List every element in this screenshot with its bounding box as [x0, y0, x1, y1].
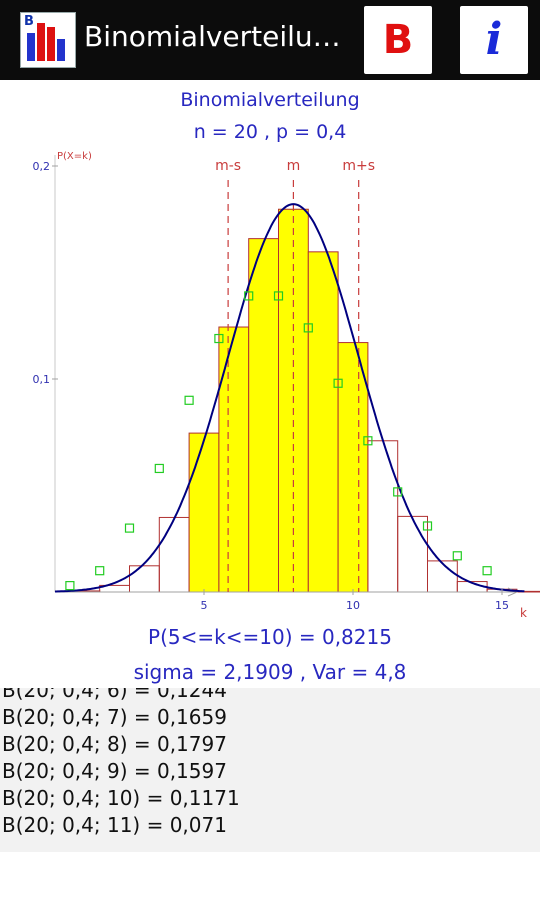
data-square [273, 291, 284, 301]
b-button[interactable]: B [364, 6, 432, 74]
result-row: B(20; 0,4; 10) = 0,1171 [2, 786, 240, 810]
data-square [95, 566, 105, 576]
result-row: B(20; 0,4; 11) = 0,071 [2, 813, 227, 837]
y-tick-label: 0,1 [33, 373, 51, 386]
data-square [452, 551, 462, 561]
app-icon[interactable]: B [20, 12, 76, 68]
data-square [65, 581, 75, 591]
normal-curve [55, 203, 525, 593]
results-rows: B(20; 0,4; 6) = 0,1244 B(20; 0,4; 7) = 0,… [0, 688, 540, 839]
results-list[interactable]: B(20; 0,4; 6) = 0,1244 B(20; 0,4; 7) = 0,… [0, 688, 540, 852]
data-square [363, 436, 373, 446]
x-axis-arrow [507, 587, 519, 597]
y-tick-label: 0,2 [33, 160, 51, 173]
bar-k-5 [188, 432, 220, 593]
data-square [422, 521, 433, 531]
app-icon-letter: B [24, 14, 34, 29]
stats-text: sigma = 2,1909 , Var = 4,8 [134, 660, 407, 684]
data-square [303, 323, 313, 333]
bar-k-9 [307, 251, 339, 593]
bar-k-7 [248, 238, 279, 593]
info-icon: i [485, 14, 503, 65]
result-row: B(20; 0,4; 6) = 0,1244 [2, 688, 227, 702]
data-square [244, 291, 254, 301]
marker-label: m [287, 158, 301, 174]
squares-group [65, 291, 492, 591]
bar-k-10 [337, 342, 369, 593]
binomial-chart: Binomialverteilung n = 20 , p = 0,4 m-s m… [33, 89, 540, 684]
action-bar: B Binomialverteilu… B i [0, 0, 540, 80]
data-square [184, 395, 194, 405]
info-button[interactable]: i [460, 6, 528, 74]
markers-group: m-s m m+s [215, 158, 375, 592]
bar-k-6 [218, 326, 250, 593]
x-tick-label: 15 [495, 599, 509, 612]
x-axis-label: k [520, 606, 527, 620]
ticks-group: 0,1 0,2 5 10 15 [33, 160, 510, 612]
x-tick-label: 10 [346, 599, 360, 612]
marker-label: m-s [215, 158, 241, 174]
data-square [214, 333, 224, 344]
axes-group [54, 155, 519, 597]
x-tick-label: 5 [201, 599, 208, 612]
result-row: B(20; 0,4; 9) = 0,1597 [2, 759, 227, 783]
bar-k-11 [367, 440, 399, 593]
bars-group [69, 208, 540, 593]
result-row: B(20; 0,4; 8) = 0,1797 [2, 732, 227, 756]
result-row: B(20; 0,4; 7) = 0,1659 [2, 705, 227, 729]
data-square [333, 378, 343, 388]
bar-k-3 [129, 565, 160, 593]
probability-text: P(5<=k<=10) = 0,8215 [148, 625, 392, 649]
app-title: Binomialverteilu… [84, 20, 341, 53]
bar-k-4 [158, 516, 190, 593]
data-square [482, 566, 492, 576]
marker-label: m+s [342, 158, 375, 174]
bar-k-13 [427, 560, 458, 593]
y-axis-label: P(X=k) [57, 151, 92, 162]
data-square [393, 487, 403, 497]
b-button-label: B [382, 17, 414, 63]
chart-params: n = 20 , p = 0,4 [194, 121, 347, 143]
data-square [154, 463, 164, 474]
data-square [124, 523, 135, 533]
chart-title: Binomialverteilung [180, 89, 359, 111]
